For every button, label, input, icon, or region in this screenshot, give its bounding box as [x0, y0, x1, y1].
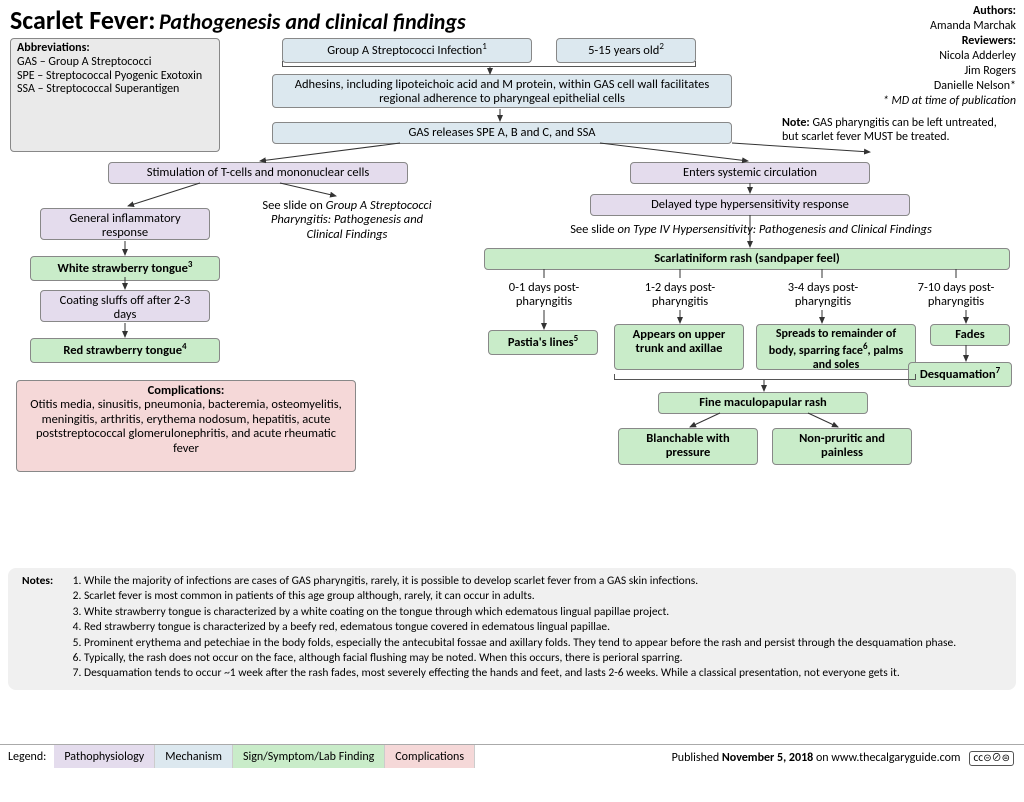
systemic-box: Enters systemic circulation: [630, 162, 870, 184]
fades-box: Fades: [930, 324, 1010, 346]
see-slide-right: See slide on Type IV Hypersensitivity: P…: [496, 220, 1006, 240]
red-tongue: Red strawberry tongue: [63, 343, 182, 358]
gen-inflam-text: General inflammatory response: [69, 211, 180, 240]
notes-label: Notes:: [22, 574, 53, 588]
delayed-text: Delayed type hypersensitivity response: [651, 197, 849, 212]
sup-1: 1: [482, 41, 487, 52]
upper-trunk-text: Appears on upper trunk and axillae: [633, 327, 726, 356]
note-label: Note:: [782, 116, 810, 130]
scarlatiniform-box: Scarlatiniform rash (sandpaper feel): [484, 248, 1010, 270]
spreads-box: Spreads to remainder of body, sparring f…: [756, 324, 916, 370]
age-box: 5-15 years old2: [556, 38, 696, 63]
note-2: Scarlet fever is most common in patients…: [84, 589, 1006, 603]
abbrev-1: SPE – Streptococcal Pyogenic Exotoxin: [17, 69, 202, 83]
authors-label: Authors:: [973, 4, 1016, 18]
flowchart-canvas: Abbreviations: GAS – Group A Streptococc…: [0, 34, 1024, 566]
white-tongue-box: White strawberry tongue3: [30, 256, 220, 281]
cc-icon: ㏄⊝⊘⊜: [969, 751, 1014, 766]
time-0: 0-1 days post-pharyngitis: [484, 278, 604, 313]
note-1: While the majority of infections are cas…: [84, 574, 1006, 588]
red-tongue-box: Red strawberry tongue4: [30, 338, 220, 363]
abbreviations-box: Abbreviations: GAS – Group A Streptococc…: [10, 38, 220, 152]
title-main: Scarlet Fever:: [10, 4, 155, 36]
tcells-box: Stimulation of T-cells and mononuclear c…: [108, 162, 408, 184]
legend-published: Published November 5, 2018 on www.thecal…: [662, 749, 1024, 765]
sup-5: 5: [574, 333, 579, 344]
desq-text: Desquamation: [920, 367, 996, 382]
sup-7: 7: [996, 365, 1001, 376]
upper-trunk-box: Appears on upper trunk and axillae: [614, 324, 744, 370]
legend-pathophysiology: Pathophysiology: [54, 745, 155, 768]
fades-text: Fades: [955, 327, 985, 342]
page-title: Scarlet Fever: Pathogenesis and clinical…: [0, 0, 1024, 38]
pastia-box: Pastia's lines5: [488, 330, 598, 355]
legend-label: Legend:: [0, 750, 54, 764]
coating-box: Coating sluffs off after 2-3 days: [40, 290, 210, 322]
sup-2: 2: [659, 41, 664, 52]
fine-mac-box: Fine maculopapular rash: [658, 392, 868, 414]
desq-box: Desquamation7: [908, 362, 1012, 387]
systemic-text: Enters systemic circulation: [683, 165, 817, 180]
note-3: White strawberry tongue is characterized…: [84, 605, 1006, 619]
complications-box: Complications: Otitis media, sinusitis, …: [16, 380, 356, 472]
fine-mac-text: Fine maculopapular rash: [699, 395, 827, 410]
notes-list: While the majority of infections are cas…: [84, 574, 1006, 681]
sup-4: 4: [182, 341, 187, 352]
delayed-box: Delayed type hypersensitivity response: [590, 194, 910, 216]
abbrev-heading: Abbreviations:: [17, 41, 90, 55]
scarlatiniform-text: Scarlatiniform rash (sandpaper feel): [654, 251, 840, 266]
see-slide-left: See slide on Group A Streptococci Pharyn…: [252, 196, 442, 245]
gas-infection: Group A Streptococci Infection: [327, 43, 482, 58]
legend-complications: Complications: [385, 745, 475, 768]
releases-box: GAS releases SPE A, B and C, and SSA: [272, 122, 732, 144]
gen-inflam-box: General inflammatory response: [40, 208, 210, 240]
see-slide-right-text: on Type IV Hypersensitivity: Pathogenesi…: [617, 222, 931, 237]
blanch-box: Blanchable with pressure: [618, 428, 758, 465]
sup-3: 3: [188, 259, 193, 270]
author-0: Amanda Marchak: [930, 19, 1016, 33]
note-4: Red strawberry tongue is characterized b…: [84, 620, 1006, 634]
coating-text: Coating sluffs off after 2-3 days: [60, 293, 191, 322]
complications-text: Otitis media, sinusitis, pneumonia, bact…: [30, 397, 342, 455]
legend-mechanism: Mechanism: [155, 745, 233, 768]
releases-text: GAS releases SPE A, B and C, and SSA: [408, 125, 595, 140]
blanch-text: Blanchable with pressure: [646, 431, 729, 460]
abbrev-0: GAS – Group A Streptococci: [17, 55, 152, 69]
nonprur-box: Non-pruritic and painless: [772, 428, 912, 465]
age-text: 5-15 years old: [588, 43, 659, 58]
nonprur-text: Non-pruritic and painless: [799, 431, 885, 460]
title-sub: Pathogenesis and clinical findings: [159, 8, 466, 35]
note-5: Prominent erythema and petechiae in the …: [84, 636, 1006, 650]
note-text: GAS pharyngitis can be left untreated, b…: [782, 116, 997, 144]
pastia-text: Pastia's lines: [508, 335, 574, 350]
adhesins-box: Adhesins, including lipoteichoic acid an…: [272, 74, 732, 108]
time-3: 7-10 days post-pharyngitis: [898, 278, 1014, 313]
note-box: Note: GAS pharyngitis can be left untrea…: [782, 116, 1014, 145]
time-2: 3-4 days post-pharyngitis: [758, 278, 888, 313]
adhesins-text: Adhesins, including lipoteichoic acid an…: [295, 77, 709, 106]
note-6: Typically, the rash does not occur on th…: [84, 651, 1006, 665]
legend-bar: Legend: Pathophysiology Mechanism Sign/S…: [0, 744, 1024, 768]
note-7: Desquamation tends to occur ~1 week afte…: [84, 666, 1006, 680]
tcells-text: Stimulation of T-cells and mononuclear c…: [147, 165, 370, 180]
white-tongue: White strawberry tongue: [58, 261, 188, 276]
abbrev-2: SSA – Streptococcal Superantigen: [17, 82, 179, 96]
gas-infection-box: Group A Streptococci Infection1: [282, 38, 532, 63]
notes-section: Notes: While the majority of infections …: [8, 568, 1016, 690]
complications-heading: Complications:: [148, 383, 225, 398]
legend-sign: Sign/Symptom/Lab Finding: [233, 745, 385, 768]
time-1: 1-2 days post-pharyngitis: [620, 278, 740, 313]
